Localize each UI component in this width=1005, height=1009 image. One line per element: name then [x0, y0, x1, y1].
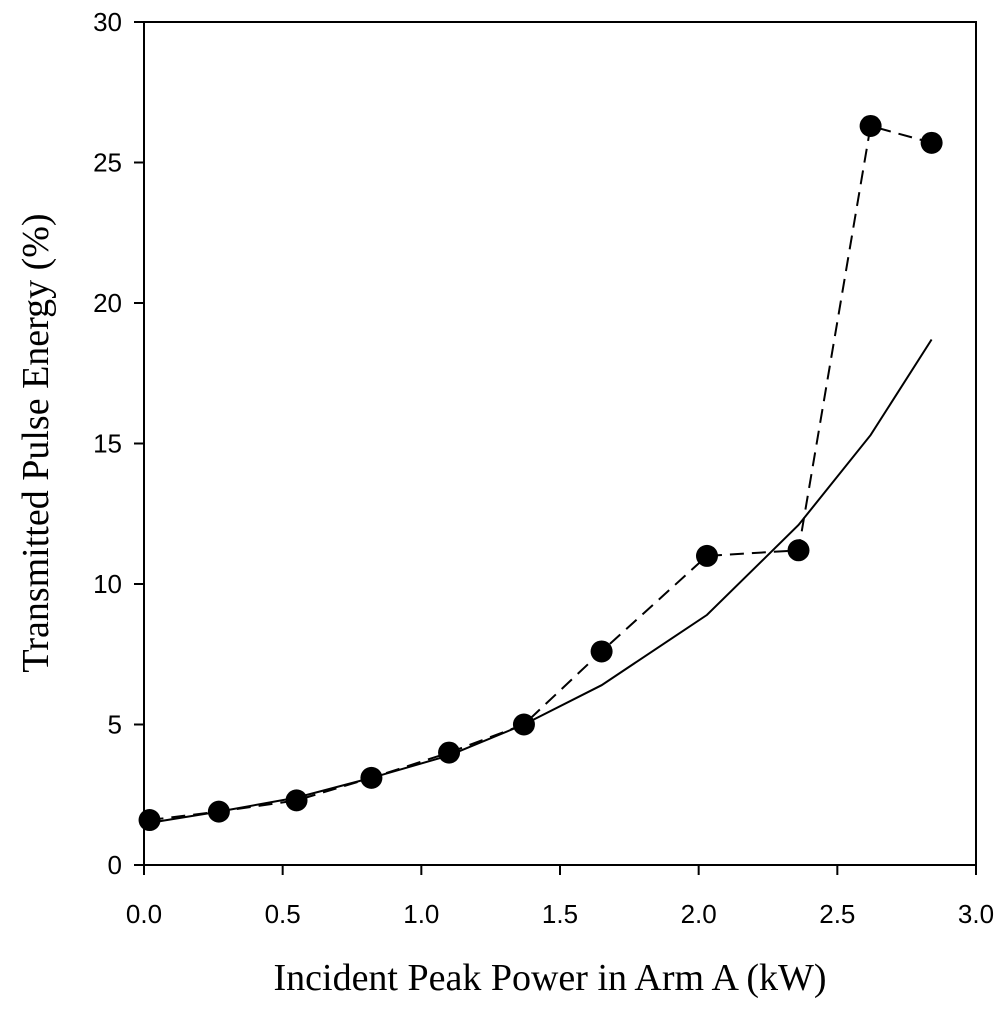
x-tick-label: 0.5 [265, 899, 301, 929]
y-tick-label: 25 [93, 148, 122, 178]
data-point [590, 640, 613, 663]
y-tick-label: 0 [108, 850, 122, 880]
plot-frame [143, 21, 977, 866]
x-tick-label: 3.0 [958, 899, 994, 929]
x-tick-label: 2.5 [819, 899, 855, 929]
x-tick-label: 0.0 [126, 899, 162, 929]
y-tick-label: 20 [93, 288, 122, 318]
x-tick-label: 2.0 [681, 899, 717, 929]
data-point [138, 809, 161, 832]
x-tick-label: 1.5 [542, 899, 578, 929]
dashed-series-line [149, 124, 932, 821]
y-tick-label: 30 [93, 7, 122, 37]
data-point [787, 539, 810, 562]
data-point [285, 789, 308, 812]
y-axis-ticks: 0 5 10 15 20 25 30 [93, 7, 144, 880]
data-point [695, 544, 718, 567]
x-tick-label: 1.0 [403, 899, 439, 929]
y-axis-label: Transmitted Pulse Energy (%) [15, 213, 57, 672]
y-tick-label: 5 [108, 710, 122, 740]
solid-series-line [149, 338, 933, 824]
data-point [438, 741, 461, 764]
data-point [859, 114, 882, 137]
x-axis-ticks: 0.0 0.5 1.0 1.5 2.0 2.5 3.0 [126, 865, 994, 929]
y-tick-label: 15 [93, 429, 122, 459]
x-axis-label: Incident Peak Power in Arm A (kW) [273, 957, 826, 999]
y-tick-label: 10 [93, 569, 122, 599]
series-layer [138, 114, 943, 832]
data-point [920, 131, 943, 154]
